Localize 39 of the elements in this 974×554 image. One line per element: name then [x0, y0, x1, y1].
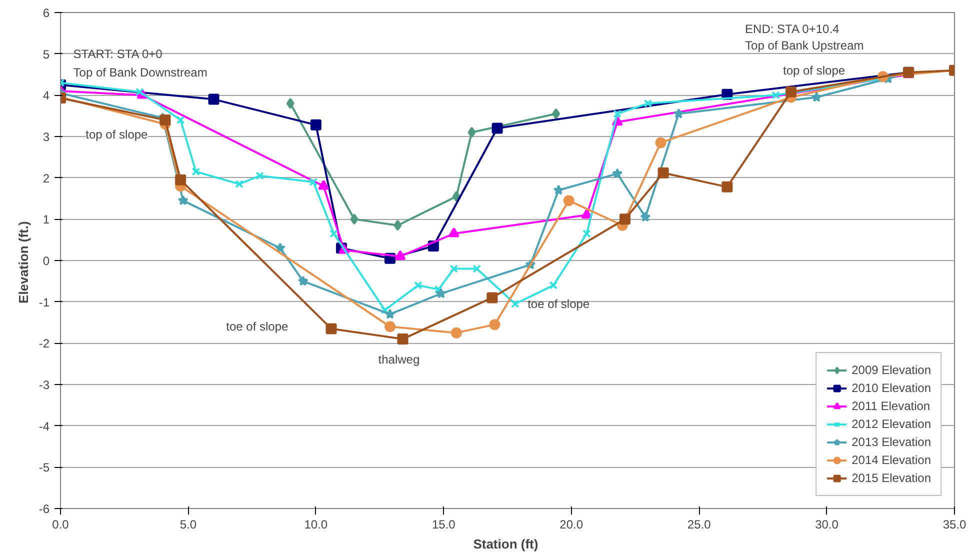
- y-tick-label: 5: [42, 47, 50, 62]
- annotation: top of slope: [86, 127, 148, 142]
- legend-label: 2009 Elevation: [852, 363, 931, 377]
- y-tick-label: 1: [42, 212, 50, 227]
- y-tick-label: 6: [42, 6, 50, 20]
- x-tick-label: 30.0: [815, 518, 839, 532]
- legend-label: 2013 Elevation: [852, 435, 931, 449]
- y-tick-label: -5: [38, 460, 50, 475]
- x-tick-label: 0.0: [52, 518, 70, 532]
- legend-label: 2010 Elevation: [852, 381, 931, 395]
- annotation: toe of slope: [226, 320, 289, 334]
- y-tick-label: -2: [38, 336, 50, 351]
- x-tick-label: 5.0: [180, 518, 197, 532]
- y-tick-label: -3: [38, 378, 50, 392]
- x-axis-title: Station (ft): [473, 536, 538, 552]
- legend-label: 2011 Elevation: [852, 399, 930, 413]
- annotation: top of slope: [782, 63, 846, 78]
- annotation: thalweg: [378, 352, 420, 367]
- y-tick-label: -4: [38, 419, 50, 434]
- annotation: START: STA 0+0: [73, 46, 163, 61]
- annotation: Top of Bank Downstream: [73, 65, 208, 80]
- annotation: END: STA 0+10.4: [745, 22, 840, 36]
- legend-label: 2012 Elevation: [852, 417, 931, 431]
- y-tick-label: -6: [38, 502, 50, 516]
- x-tick-label: 35.0: [942, 518, 967, 532]
- y-tick-label: 0: [42, 254, 50, 268]
- x-tick-label: 15.0: [432, 518, 456, 532]
- x-tick-label: 20.0: [560, 518, 584, 532]
- x-tick-label: 25.0: [687, 518, 712, 532]
- legend-label: 2014 Elevation: [852, 453, 931, 467]
- y-tick-label: 4: [42, 88, 50, 103]
- annotation: toe of slope: [528, 296, 590, 311]
- y-tick-label: 2: [42, 171, 50, 186]
- y-tick-label: 3: [42, 130, 50, 144]
- y-tick-label: -1: [38, 295, 50, 310]
- y-axis-title: Elevation (ft.): [16, 221, 31, 304]
- x-tick-label: 10.0: [304, 518, 328, 532]
- legend-label: 2015 Elevation: [852, 471, 931, 485]
- annotation: Top of Bank Upstream: [745, 38, 864, 53]
